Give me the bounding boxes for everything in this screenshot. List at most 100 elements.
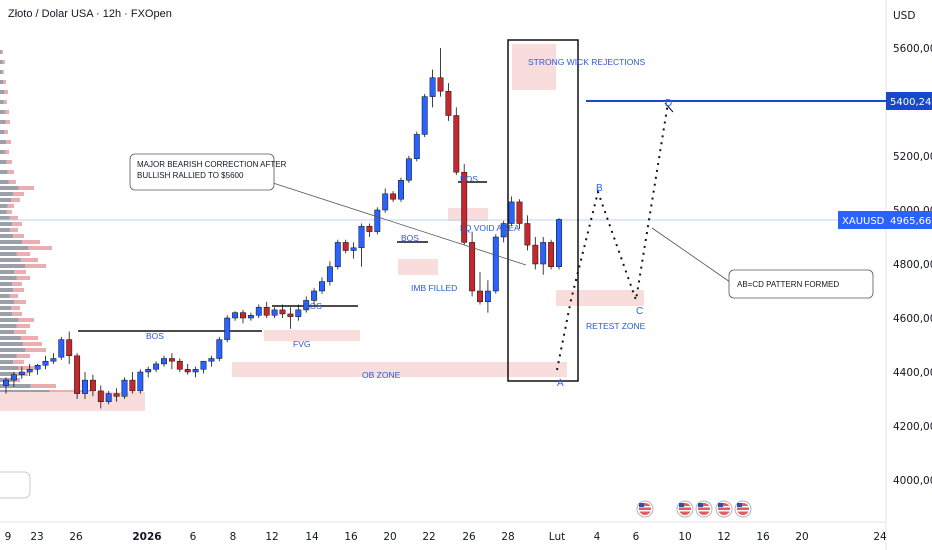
correction-callout-box[interactable] — [129, 153, 275, 191]
x-tick-label: 20 — [383, 531, 396, 543]
us-flag-event-icon[interactable] — [695, 500, 713, 518]
candle-bullish — [18, 371, 25, 375]
us-flag-event-icon[interactable] — [734, 500, 752, 518]
candle-bullish — [42, 360, 49, 366]
candle-bullish — [319, 281, 325, 292]
target-price-tag[interactable] — [886, 92, 932, 110]
us-flag-event-icon[interactable] — [676, 500, 694, 518]
candle-bearish — [168, 358, 175, 362]
candle-bullish — [271, 309, 278, 316]
x-tick-label: 4 — [594, 531, 601, 543]
candle-bearish — [97, 390, 104, 402]
x-tick-label: 26 — [462, 531, 476, 543]
candle-bullish — [492, 236, 499, 292]
candle-bullish — [247, 315, 254, 319]
volume-profile — [0, 50, 90, 406]
correction-callout-line1: MAJOR BEARISH CORRECTION AFTER — [137, 160, 287, 169]
candle-bullish — [540, 242, 547, 265]
x-tick-label: 8 — [230, 531, 237, 543]
x-tick-label: 2026 — [132, 531, 161, 543]
candle-bullish — [34, 365, 41, 370]
bos-label-1: BOS — [146, 331, 164, 341]
candle-bullish — [10, 374, 17, 381]
rejection-box[interactable] — [507, 39, 579, 382]
x-tick-label: 23 — [30, 531, 43, 543]
wick-rejection-zone — [512, 44, 556, 90]
candle-bearish — [279, 309, 286, 315]
retest-zone — [556, 290, 644, 306]
candle-bullish — [398, 180, 404, 200]
imb-zone — [398, 259, 438, 275]
current-price-tag[interactable] — [886, 211, 932, 229]
y-tick-label: 4400,00 — [893, 367, 932, 379]
bos-label-4: BOS — [460, 174, 478, 184]
imb-filled-label: IMB FILLED — [411, 283, 457, 293]
candle-bearish — [176, 360, 183, 370]
x-tick-label: 6 — [190, 531, 197, 543]
retest-zone-label: RETEST ZONE — [586, 321, 646, 331]
candle-bearish — [342, 242, 349, 251]
candle-bullish — [58, 339, 65, 358]
candle-bullish — [358, 225, 365, 249]
bos-label-2: BOS — [304, 301, 322, 311]
candle-bullish — [208, 358, 215, 362]
currency-label: USD — [893, 10, 915, 22]
candle-bearish — [390, 193, 397, 200]
candle-bullish — [121, 379, 128, 397]
abcd-callout-box[interactable] — [728, 269, 874, 299]
candle-bullish — [137, 371, 144, 392]
target-price-tag-text: 5400,24 — [890, 97, 931, 108]
candle-bullish — [200, 360, 207, 370]
abcd-end-mark — [664, 102, 674, 113]
candle-bullish — [192, 369, 199, 373]
candle-bearish — [129, 379, 136, 392]
economic-events — [636, 500, 752, 518]
x-tick-label: 16 — [756, 531, 770, 543]
candle-bearish — [366, 225, 373, 232]
symbol-tag-text: XAUUSD — [842, 216, 885, 227]
y-tick-label: 4800,00 — [893, 259, 932, 271]
x-tick-label: 6 — [633, 531, 640, 543]
partial-widget[interactable] — [0, 471, 31, 499]
x-tick-label: 20 — [795, 531, 808, 543]
correction-callout-line2: BULLISH RALLIED TO $5600 — [137, 171, 244, 180]
candle-bullish — [82, 379, 88, 394]
candle-bullish — [153, 363, 160, 370]
candle-bullish — [421, 96, 428, 135]
point-b-label: B — [596, 183, 603, 194]
candle-bearish — [263, 306, 270, 316]
candle-bearish — [453, 115, 460, 173]
candle-bearish — [74, 355, 81, 394]
candle-bullish — [303, 300, 310, 311]
point-a-label: A — [557, 378, 564, 389]
lq-void-zone — [448, 208, 488, 221]
x-tick-label: 10 — [678, 531, 691, 543]
chart-title: Złoto / Dolar USA · 12h · FXOpen — [8, 8, 172, 20]
y-tick-label: 4600,00 — [893, 313, 932, 325]
candle-bullish — [326, 266, 333, 282]
candle-bearish — [532, 244, 539, 265]
candle-bearish — [477, 290, 483, 303]
candle-bullish — [50, 358, 57, 362]
candle-bearish — [66, 339, 73, 357]
point-c-label: C — [636, 306, 643, 317]
y-tick-label: 5200,00 — [893, 151, 932, 163]
correction-callout-leader — [272, 182, 527, 266]
candle-bearish — [516, 201, 523, 224]
candle-bearish — [548, 242, 555, 267]
candle-bearish — [89, 379, 96, 392]
candle-bullish — [484, 290, 491, 303]
candle-bullish — [508, 201, 515, 224]
x-tick-label: 24 — [873, 531, 887, 543]
candle-bearish — [445, 90, 452, 116]
y-tick-label: 4000,00 — [893, 475, 932, 487]
candle-bearish — [524, 223, 531, 246]
candle-bullish — [145, 369, 152, 373]
symbol-tag[interactable] — [838, 211, 886, 229]
candle-bullish — [405, 158, 412, 181]
us-flag-event-icon[interactable] — [636, 500, 654, 518]
ob-zone — [232, 362, 567, 377]
us-flag-event-icon[interactable] — [715, 500, 733, 518]
x-tick-label: 16 — [344, 531, 358, 543]
